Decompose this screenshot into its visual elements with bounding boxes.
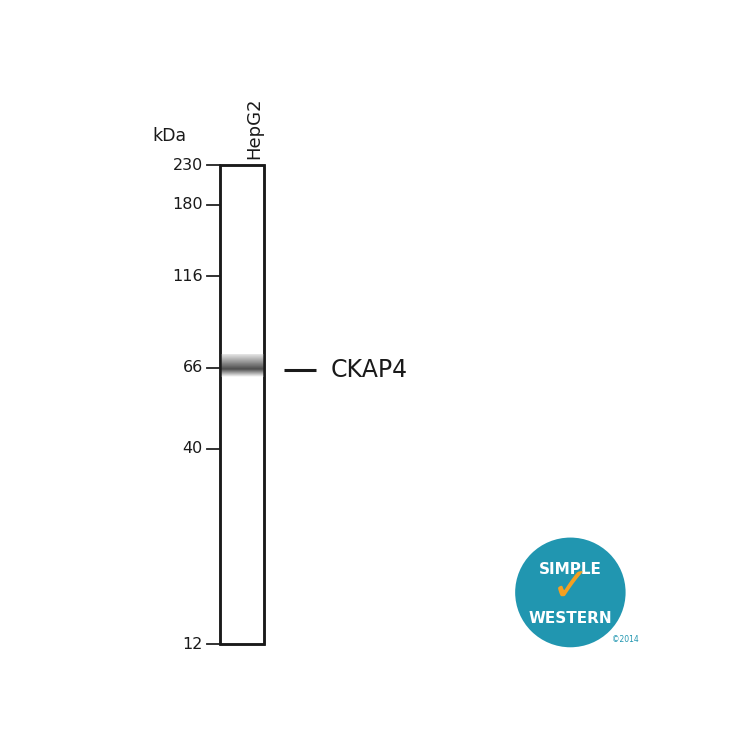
Text: 116: 116: [172, 268, 202, 284]
Text: HepG2: HepG2: [244, 98, 262, 159]
Text: WESTERN: WESTERN: [529, 611, 612, 626]
Text: SIMPLE: SIMPLE: [539, 562, 602, 577]
Text: 180: 180: [172, 197, 202, 212]
Text: kDa: kDa: [152, 128, 186, 146]
Text: ✓: ✓: [550, 567, 590, 612]
Text: CKAP4: CKAP4: [331, 358, 408, 382]
Text: ©2014: ©2014: [612, 635, 638, 644]
Text: 66: 66: [182, 360, 203, 375]
Bar: [220, 165, 264, 644]
Circle shape: [515, 538, 625, 647]
Bar: [220, 165, 264, 644]
Text: 12: 12: [182, 637, 203, 652]
Text: 230: 230: [172, 158, 202, 172]
Text: 40: 40: [182, 442, 203, 457]
